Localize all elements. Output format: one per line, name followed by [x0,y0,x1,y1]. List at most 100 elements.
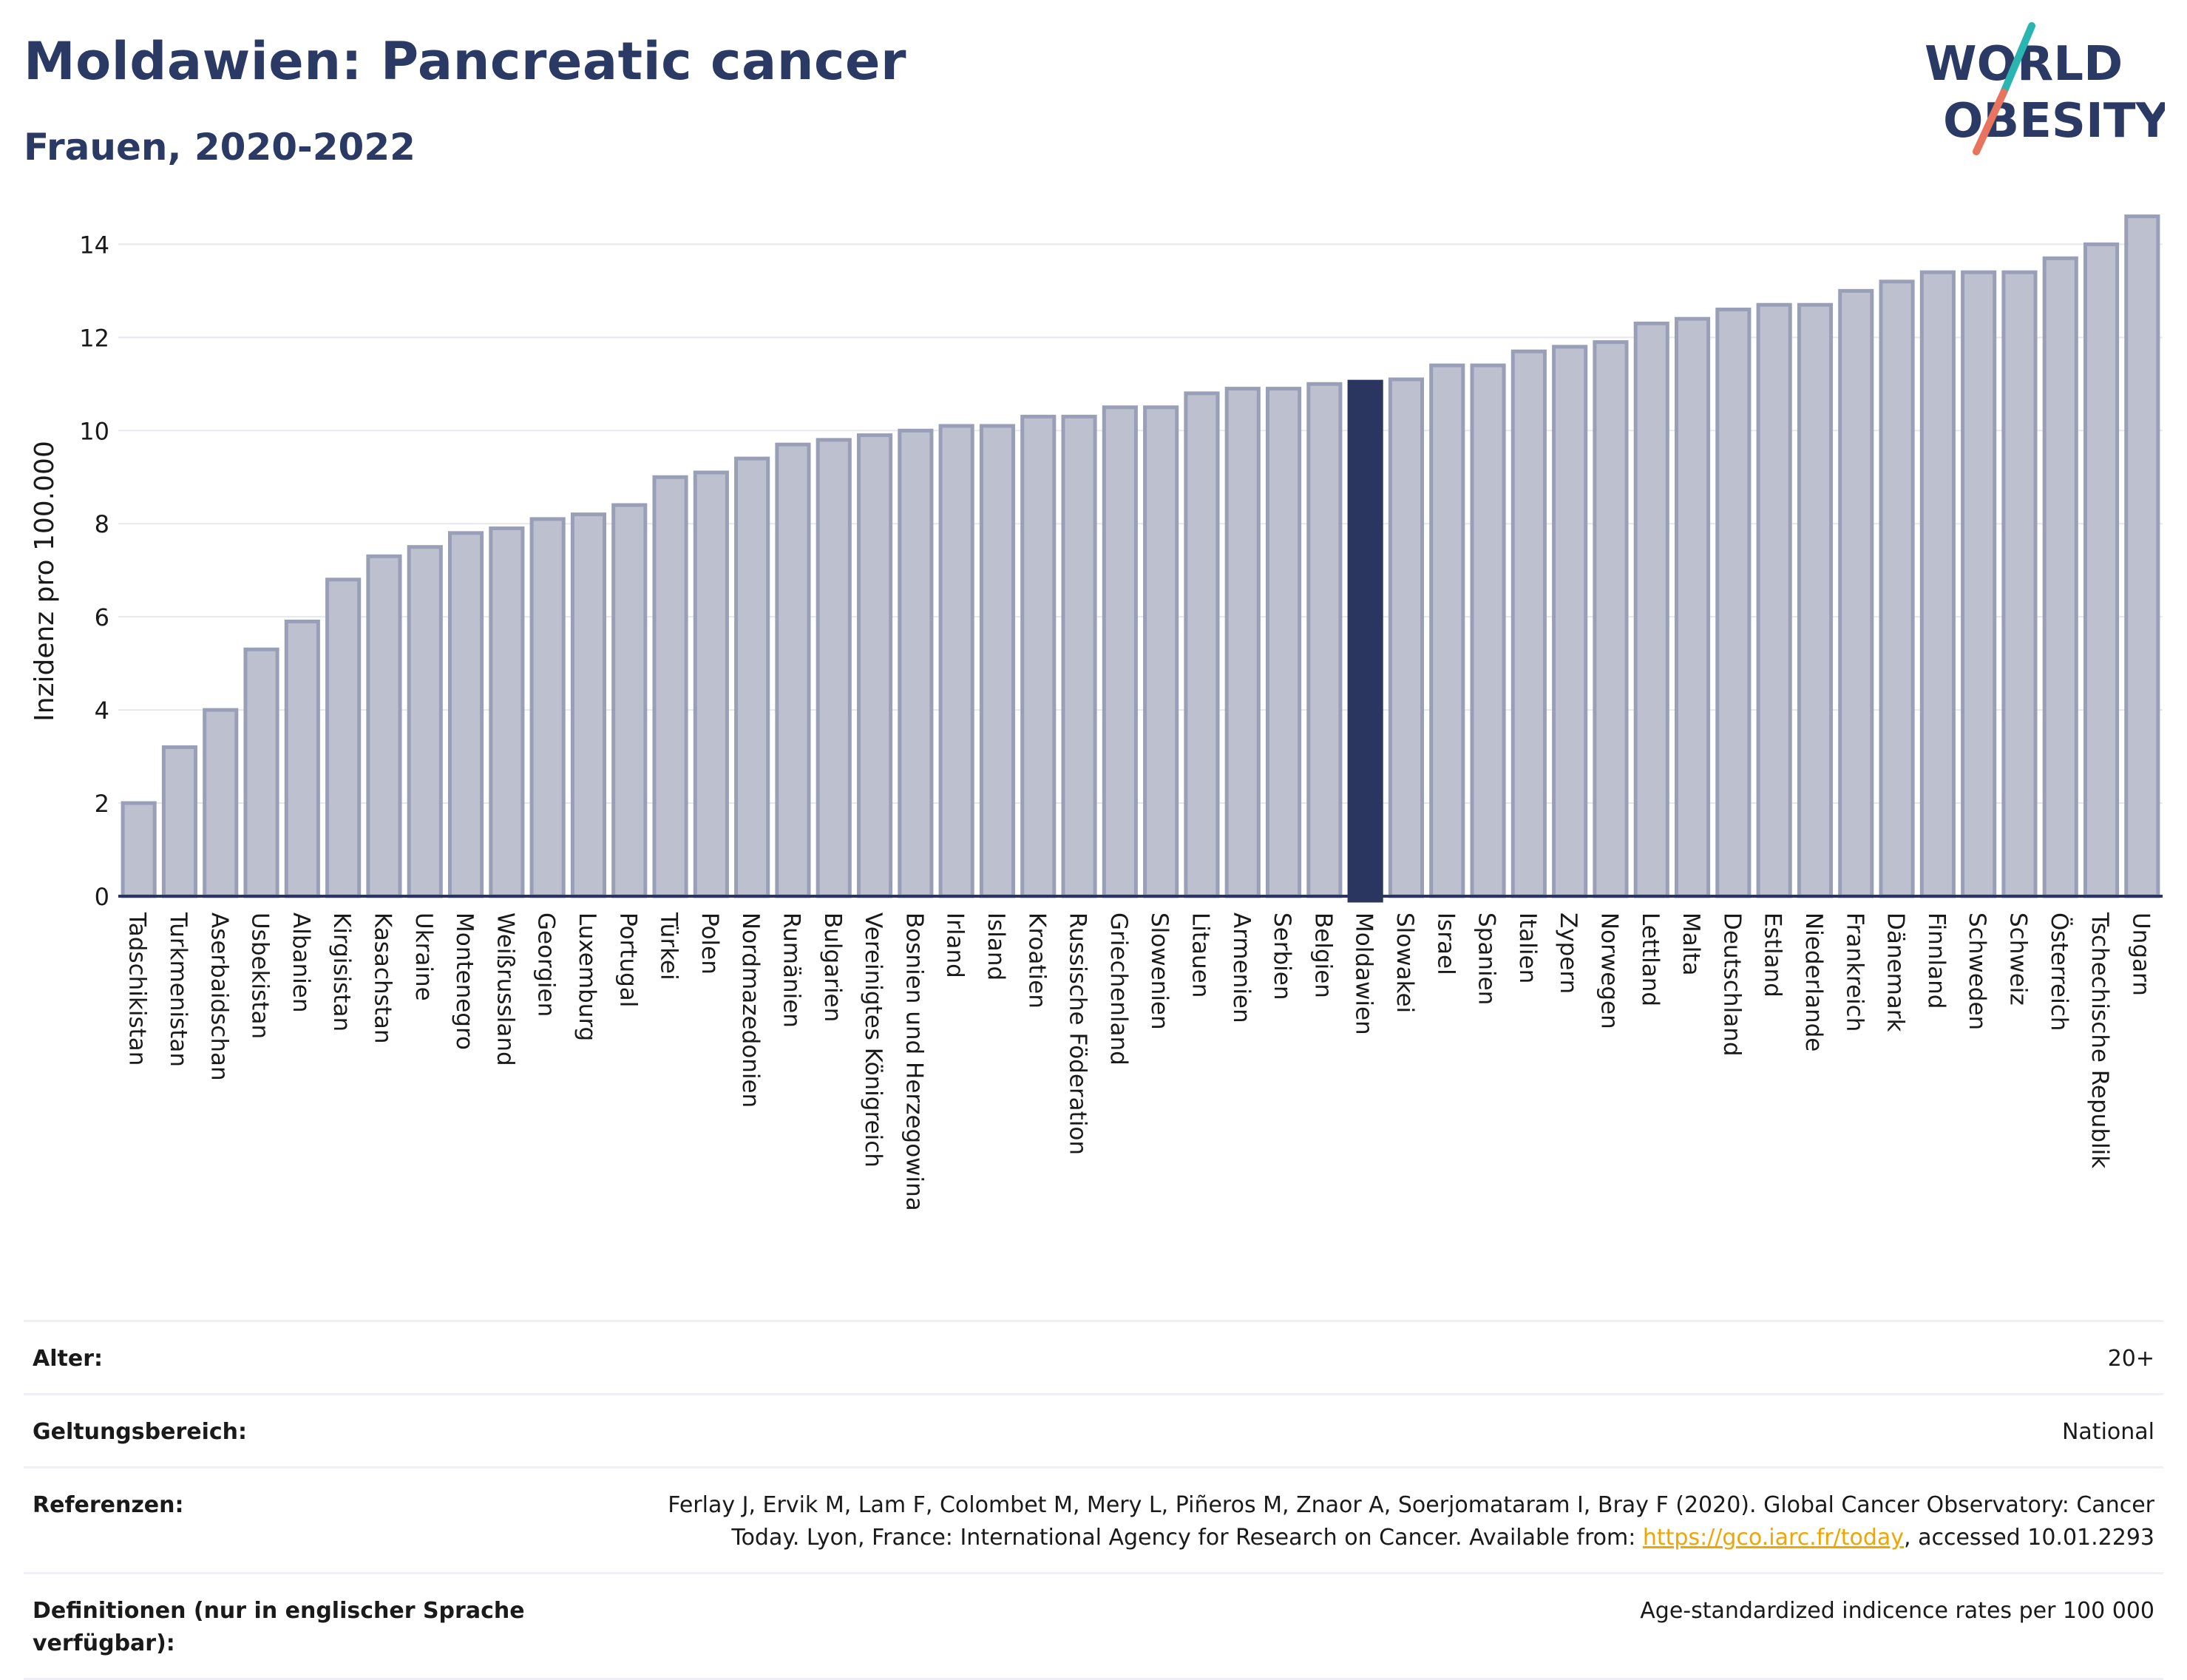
y-tick-label: 2 [95,790,109,818]
x-tick-label: Turkmenistan [165,912,191,1067]
x-tick-label: Portugal [614,912,641,1007]
bar [570,512,607,898]
bar [121,801,157,898]
x-tick-label: Österreich [2046,912,2073,1031]
bar [856,433,893,898]
bar [1715,308,1752,898]
x-tick-label: Belgien [1309,912,1336,998]
bar [529,517,566,898]
meta-value-references: Ferlay J, Ervik M, Lam F, Colombet M, Me… [565,1489,2154,1554]
bar [203,708,239,898]
bar [1102,405,1138,898]
bar [407,545,443,898]
x-tick-label: Weißrussland [492,912,518,1066]
bar [1674,316,1711,898]
meta-label-age: Alter: [33,1346,103,1372]
x-tick-label: Armenien [1228,912,1255,1023]
bar [1265,387,1302,898]
x-tick-label: Usbekistan [247,912,274,1039]
x-tick-label: Tschechische Republik [2086,912,2113,1168]
x-tick-label: Albanien [288,912,314,1012]
bar [2042,256,2078,898]
x-tick-label: Israel [1432,912,1459,975]
bar [161,745,198,898]
x-tick-label: Spanien [1474,912,1500,1005]
x-tick-label: Deutschland [1718,912,1745,1057]
meta-label-definitions: Definitionen (nur in englischer Sprache … [33,1598,525,1656]
bar-chart: 0 2 4 6 8 10 12 14 Tadschikistan Turkmenistan Ase… [30,214,2163,1211]
bar [1838,288,1874,898]
x-tick-label: Kasachstan [369,912,396,1044]
reference-text-line2: Today. Lyon, France: International Agenc… [731,1525,1643,1551]
bar [1143,405,1179,898]
x-tick-label: Montenegro [451,912,478,1050]
x-tick-label: Litauen [1187,912,1213,998]
bar [1020,414,1057,898]
reference-link[interactable]: https://gco.iarc.fr/today [1642,1525,1905,1551]
bar [1756,302,1792,898]
logo-slash-bottom [1973,89,2007,155]
x-tick-label: Türkei [656,912,682,980]
bar [816,438,852,898]
x-tick-label: Rumänien [778,912,804,1028]
bar [2124,214,2160,898]
y-tick-label: 8 [95,510,109,538]
bar [1879,280,1915,898]
x-tick-label: Ungarn [2127,912,2154,996]
meta-label-scope: Geltungsbereich: [33,1419,248,1445]
bar [243,647,279,898]
x-tick-label: Vereinigtes Königreich [860,912,886,1168]
x-tick-label: Schweiz [2004,912,2031,1006]
y-tick-labels: 0 2 4 6 8 10 12 14 [79,231,109,911]
x-tick-label: Malta [1678,912,1704,976]
logo-slash-top [2000,22,2035,96]
meta-row-definitions: Definitionen (nur in englischer Sprache … [24,1572,2163,1680]
meta-row-age: Alter: 20+ [24,1320,2163,1393]
bar [489,526,525,898]
meta-row-references: Referenzen: Ferlay J, Ervik M, Lam F, Co… [24,1466,2163,1572]
x-tick-label: Griechenland [1105,912,1132,1066]
reference-text-line1: Ferlay J, Ervik M, Lam F, Colombet M, Me… [668,1492,2154,1518]
x-tick-label: Bulgarien [819,912,846,1022]
x-tick-label: Aserbaidschan [206,912,232,1081]
x-tick-label: Georgien [533,912,560,1017]
bar [325,578,362,898]
x-tick-label: Polen [696,912,723,975]
page-title: Moldawien: Pancreatic cancer [24,31,907,92]
logo-text-obesity: OBESITY [1943,94,2165,149]
bar [1224,387,1261,898]
bar [366,554,402,898]
bar [1552,345,1588,898]
x-tick-label: Finnland [1923,912,1950,1009]
bar [1061,414,1097,898]
bar [1429,363,1465,898]
x-tick-label: Frankreich [1841,912,1868,1032]
y-tick-label: 4 [95,697,109,725]
y-tick-label: 10 [79,417,109,445]
bar [1510,349,1547,898]
y-axis-label: Inzidenz pro 100.000 [30,441,60,722]
bar [447,531,484,898]
meta-row-scope: Geltungsbereich: National [24,1393,2163,1466]
x-tick-label: Luxemburg [574,912,600,1041]
bar [1633,321,1669,898]
bar [2001,270,2038,898]
bar [1388,377,1425,898]
x-tick-label: Slowakei [1391,912,1418,1013]
meta-label-references: Referenzen: [33,1492,184,1518]
meta-value-definitions: Age-standardized indicence rates per 100… [1640,1598,2154,1624]
x-tick-label: Island [983,912,1009,980]
bar [979,424,1016,898]
bar [938,424,974,898]
bar [898,428,934,898]
bar-highlighted [1347,379,1383,903]
x-tick-label: Norwegen [1596,912,1622,1029]
y-tick-label: 0 [95,883,109,911]
bar [1470,363,1506,898]
y-tick-label: 14 [79,231,109,259]
x-tick-label: Irland [942,912,969,978]
x-tick-label: Ukraine [410,912,437,1001]
bars [121,214,2160,903]
x-tick-label: Nordmazedonien [737,912,764,1108]
y-tick-label: 6 [95,603,109,631]
